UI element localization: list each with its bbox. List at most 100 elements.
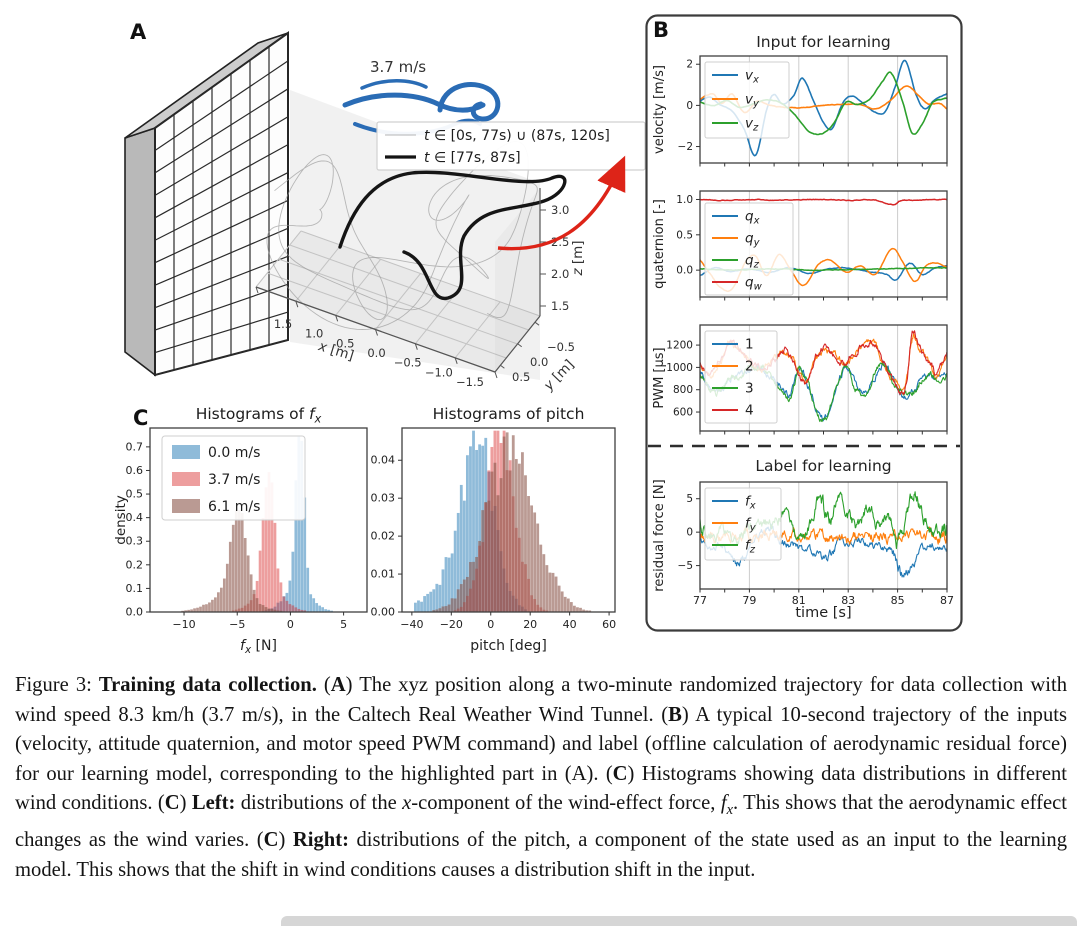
svg-text:2: 2 xyxy=(686,59,693,71)
svg-text:20: 20 xyxy=(523,618,537,631)
svg-text:−40: −40 xyxy=(400,618,423,631)
svg-text:60: 60 xyxy=(602,618,616,631)
svg-text:x [m]: x [m] xyxy=(316,338,356,364)
quaternion-legend: qx qy qz qw xyxy=(704,202,794,296)
wind-tunnel-fan-wall xyxy=(124,31,289,377)
svg-text:velocity [m/s]: velocity [m/s] xyxy=(652,65,667,154)
svg-text:85: 85 xyxy=(891,594,905,607)
svg-text:−10: −10 xyxy=(172,618,195,631)
svg-text:0.5: 0.5 xyxy=(676,229,693,241)
panel-a-3d-trajectory: 1.51.00.50.0−0.5−1.0−1.5x [m] −0.50.00.5 y… xyxy=(124,31,646,394)
svg-text:79: 79 xyxy=(742,594,756,607)
svg-text:83: 83 xyxy=(841,594,855,607)
svg-text:2.0: 2.0 xyxy=(551,267,569,281)
svg-text:0.3: 0.3 xyxy=(126,535,144,548)
svg-text:0.00: 0.00 xyxy=(371,606,396,619)
svg-text:fz: fz xyxy=(745,538,756,556)
svg-text:−2: −2 xyxy=(678,141,693,153)
velocity-legend: vx vy vz xyxy=(704,61,790,139)
panel-b-xlabel: time [s] xyxy=(795,605,852,621)
svg-text:0.04: 0.04 xyxy=(371,454,396,467)
panel-a-letter: A xyxy=(130,20,147,44)
quaternion-series-3 xyxy=(700,198,947,206)
fx_hist-series-0 xyxy=(261,436,333,612)
svg-text:77: 77 xyxy=(693,594,707,607)
svg-text:0: 0 xyxy=(487,618,494,631)
svg-text:1.0: 1.0 xyxy=(676,194,693,206)
panel-b-title-input: Input for learning xyxy=(756,33,891,51)
pitch_hist-series-2 xyxy=(432,432,592,612)
partial-next-element-strip xyxy=(281,916,1077,926)
highlight-arrow xyxy=(497,155,626,251)
svg-text:0.02: 0.02 xyxy=(371,530,396,543)
svg-text:1.5: 1.5 xyxy=(274,317,292,331)
svg-text:fx [N]: fx [N] xyxy=(240,638,277,656)
panel-b-letter: B xyxy=(653,18,670,42)
svg-text:3.0: 3.0 xyxy=(551,203,569,217)
force-plot: −5 0 5 77 79 81 83 85 87 residual force [N] fx fy fz xyxy=(652,479,954,607)
svg-text:vy: vy xyxy=(745,92,760,110)
force-legend: fx fy fz xyxy=(704,487,782,561)
svg-text:81: 81 xyxy=(792,594,806,607)
svg-text:t ∈ [0s, 77s) ∪ (87s, 120s]: t ∈ [0s, 77s) ∪ (87s, 120s] xyxy=(424,128,610,144)
svg-text:qw: qw xyxy=(745,275,763,293)
panel-b-title-label: Label for learning xyxy=(755,457,892,475)
svg-text:0.7: 0.7 xyxy=(126,440,144,453)
fx_hist-plot: −10 −5 0 5 0.0 0.1 0.2 0.3 0.4 0.5 0.6 0.7 Histogram… xyxy=(115,405,368,656)
svg-text:0.01: 0.01 xyxy=(371,568,396,581)
svg-text:0.2: 0.2 xyxy=(126,558,144,571)
svg-text:0.03: 0.03 xyxy=(371,492,396,505)
svg-text:0.0: 0.0 xyxy=(126,606,144,619)
svg-text:4: 4 xyxy=(745,403,754,419)
svg-text:87: 87 xyxy=(940,594,954,607)
svg-text:1.5: 1.5 xyxy=(551,299,569,313)
svg-text:quaternion [-]: quaternion [-] xyxy=(652,199,667,289)
svg-text:0.0: 0.0 xyxy=(676,265,693,277)
svg-text:800: 800 xyxy=(673,384,693,396)
svg-text:5: 5 xyxy=(686,493,693,505)
quaternion-plot: 0.0 0.5 1.0 quaternion [-] qx qy qz qw xyxy=(652,190,948,301)
svg-text:1200: 1200 xyxy=(666,340,693,352)
svg-text:t ∈ [77s, 87s]: t ∈ [77s, 87s] xyxy=(424,150,521,166)
svg-text:vx: vx xyxy=(745,68,759,86)
svg-text:qy: qy xyxy=(745,231,761,249)
svg-text:residual force [N]: residual force [N] xyxy=(652,479,667,591)
panel-b-timeseries: −2 0 2 velocity [m/s] vx vy vz 0.0 0.5 1.0 quatern… xyxy=(645,14,963,632)
svg-text:pitch [deg]: pitch [deg] xyxy=(470,638,547,654)
trajectory-full xyxy=(266,141,538,330)
wind-speed-label: 3.7 m/s xyxy=(370,58,427,76)
svg-text:z [m]: z [m] xyxy=(570,240,586,276)
svg-text:0.5: 0.5 xyxy=(512,370,530,384)
svg-text:2: 2 xyxy=(745,359,754,375)
svg-text:0.5: 0.5 xyxy=(126,488,144,501)
svg-text:600: 600 xyxy=(673,407,693,419)
svg-text:Histograms of pitch: Histograms of pitch xyxy=(433,405,585,423)
svg-text:6.1 m/s: 6.1 m/s xyxy=(208,499,260,515)
svg-text:−5: −5 xyxy=(229,618,245,631)
svg-text:40: 40 xyxy=(563,618,577,631)
svg-text:vz: vz xyxy=(745,116,759,134)
svg-text:qx: qx xyxy=(745,209,760,227)
svg-text:−5: −5 xyxy=(678,560,693,572)
svg-text:0.0 m/s: 0.0 m/s xyxy=(208,445,260,461)
svg-text:0.0: 0.0 xyxy=(530,355,548,369)
velocity-plot: −2 0 2 velocity [m/s] vx vy vz xyxy=(652,55,948,167)
svg-text:Histograms of fx: Histograms of fx xyxy=(196,405,322,425)
svg-text:0.6: 0.6 xyxy=(126,464,144,477)
svg-text:density: density xyxy=(115,495,129,545)
figure-caption: Figure 3: Training data collection. (A) … xyxy=(15,674,1068,881)
svg-text:3: 3 xyxy=(745,381,754,397)
axes-3d: 1.51.00.50.0−0.5−1.0−1.5x [m] −0.50.00.5 y… xyxy=(255,188,586,394)
svg-text:0: 0 xyxy=(686,527,693,539)
pwm-legend: 1 2 3 4 xyxy=(704,330,778,424)
svg-text:3.7 m/s: 3.7 m/s xyxy=(208,472,260,488)
svg-text:0: 0 xyxy=(686,100,693,112)
svg-text:1000: 1000 xyxy=(666,362,693,374)
svg-text:−0.5: −0.5 xyxy=(394,356,422,370)
trajectory-highlighted xyxy=(338,170,567,300)
svg-text:0.1: 0.1 xyxy=(126,582,144,595)
svg-text:0.4: 0.4 xyxy=(126,511,144,524)
svg-text:−0.5: −0.5 xyxy=(547,340,575,354)
